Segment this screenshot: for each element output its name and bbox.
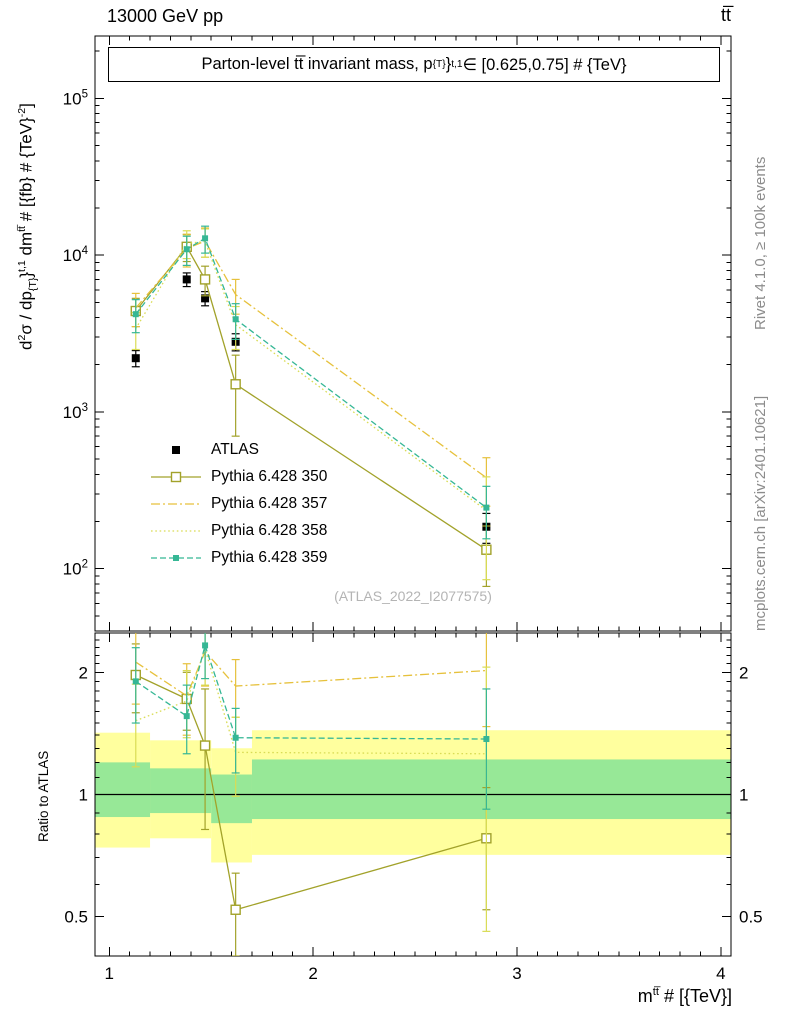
green-band-segment — [211, 774, 252, 824]
analysis-id-watermark: (ATLAS_2022_I2077575) — [334, 588, 492, 604]
text-segment: 2 — [16, 334, 28, 341]
svg-text:0.5: 0.5 — [739, 908, 763, 927]
data-point-py359 — [183, 713, 190, 720]
data-point-py350 — [170, 471, 182, 482]
data-point-py359 — [183, 246, 190, 253]
data-point-py359 — [232, 734, 239, 741]
series-line-py359 — [135, 643, 487, 740]
data-point-py359 — [202, 642, 209, 649]
legend-item-py358: Pythia 6.428 358 — [150, 517, 327, 544]
text-segment: t,1 — [16, 260, 28, 272]
data-point-atlas — [201, 294, 210, 303]
svg-text:2: 2 — [308, 964, 317, 983]
text-segment: tt̅ — [16, 226, 28, 232]
text-segment: σ / dp — [16, 291, 36, 335]
svg-text:102: 102 — [63, 559, 88, 579]
svg-text:105: 105 — [63, 88, 88, 108]
legend-label: Pythia 6.428 357 — [211, 494, 328, 512]
svg-text:4: 4 — [716, 964, 725, 983]
green-band-segment — [95, 762, 151, 818]
svg-text:1: 1 — [105, 964, 114, 983]
legend-item-py350: Pythia 6.428 350 — [150, 463, 327, 490]
legend-sample-py357 — [151, 502, 201, 505]
text-segment: m — [637, 986, 653, 1006]
data-point-py350 — [199, 274, 211, 285]
rivet-version-note: Rivet 4.1.0, ≥ 100k events — [752, 156, 769, 330]
text-segment: } — [445, 55, 452, 73]
data-point-py350 — [199, 740, 211, 751]
legend-sample-py359 — [151, 554, 201, 561]
text-segment: {T} — [27, 277, 40, 292]
series-py359-ratio — [131, 633, 491, 810]
text-segment: {T} — [432, 59, 446, 70]
atlas-uncertainty-bands — [95, 730, 731, 863]
series-line-py358 — [135, 240, 487, 511]
beam-energy-title: 13000 GeV pp — [107, 6, 224, 26]
axes-frame — [94, 35, 732, 957]
legend-item-atlas: ATLAS — [150, 436, 327, 463]
legend-label: Pythia 6.428 358 — [211, 521, 328, 539]
y-axis-label: d2σ / dp{T}}t,1 dmtt̅ # [{fb} # {TeV}-2] — [16, 103, 39, 350]
svg-text:0.5: 0.5 — [64, 908, 88, 927]
series-py359-main — [131, 225, 491, 540]
svg-text:2: 2 — [79, 663, 88, 682]
data-point-py359 — [132, 311, 139, 318]
ratio-panel-series — [130, 633, 492, 956]
green-band-segment — [150, 768, 212, 814]
observable-title: Parton-level tt̅ invariant mass, p {T}} t,… — [108, 47, 720, 82]
data-point-py350 — [230, 904, 241, 915]
text-segment: ∈ [0.625,0.75] # {TeV} — [462, 55, 627, 74]
legend-label: Pythia 6.428 359 — [211, 548, 328, 566]
legend-item-py359: Pythia 6.428 359 — [150, 544, 327, 571]
legend-label: ATLAS — [211, 440, 259, 458]
legend: ATLAS Pythia 6.428 350 Pythia 6.428 357 Pyt… — [150, 436, 327, 571]
data-point-py359 — [483, 504, 490, 511]
text-segment: dm — [16, 231, 36, 261]
svg-text:104: 104 — [63, 245, 89, 265]
svg-text:2: 2 — [739, 663, 748, 682]
data-point-py350 — [230, 379, 241, 390]
data-point-py359 — [232, 316, 239, 323]
text-segment: # [{TeV}] — [658, 986, 732, 1006]
svg-text:1: 1 — [739, 786, 748, 805]
process-title: tt̅ — [720, 5, 731, 25]
mcplots-arxiv-note: mcplots.cern.ch [arXiv:2401.10621] — [752, 395, 769, 631]
data-point-py359 — [202, 235, 209, 242]
text-segment: } — [16, 271, 36, 278]
legend-sample-atlas — [172, 445, 180, 454]
data-point-py359 — [173, 554, 179, 561]
ratio-axis-label: Ratio to ATLAS — [36, 750, 51, 842]
data-point-atlas — [172, 445, 180, 454]
legend-item-py357: Pythia 6.428 357 — [150, 490, 327, 517]
svg-text:3: 3 — [512, 964, 521, 983]
axis-tick-labels: 1 2 3 4 102 103 104 105 0.5 0.5 1 1 2 2 — [63, 88, 763, 983]
data-point-atlas — [131, 354, 140, 363]
series-line-py357 — [135, 650, 487, 697]
legend-label: Pythia 6.428 350 — [211, 467, 328, 485]
data-point-atlas — [182, 275, 191, 284]
text-segment: # [{fb} # {TeV} — [16, 117, 36, 227]
svg-text:1: 1 — [79, 786, 88, 805]
text-segment: Parton-level tt̅ invariant mass, p — [201, 55, 433, 73]
text-segment: ] — [16, 103, 36, 108]
x-axis-label: mtt̅ # [{TeV}] — [480, 986, 732, 1007]
green-band-segment — [251, 759, 731, 820]
svg-text:103: 103 — [63, 402, 88, 422]
text-segment: -2 — [16, 107, 28, 118]
main-panel-series — [130, 225, 492, 588]
data-point-py359 — [132, 678, 139, 685]
data-point-py359 — [483, 736, 490, 743]
legend-sample-py358 — [151, 529, 201, 532]
text-segment: t,1 — [451, 59, 463, 70]
legend-sample-py350 — [151, 471, 201, 482]
text-segment: tt̅ — [652, 986, 659, 998]
text-segment: d — [16, 340, 36, 350]
